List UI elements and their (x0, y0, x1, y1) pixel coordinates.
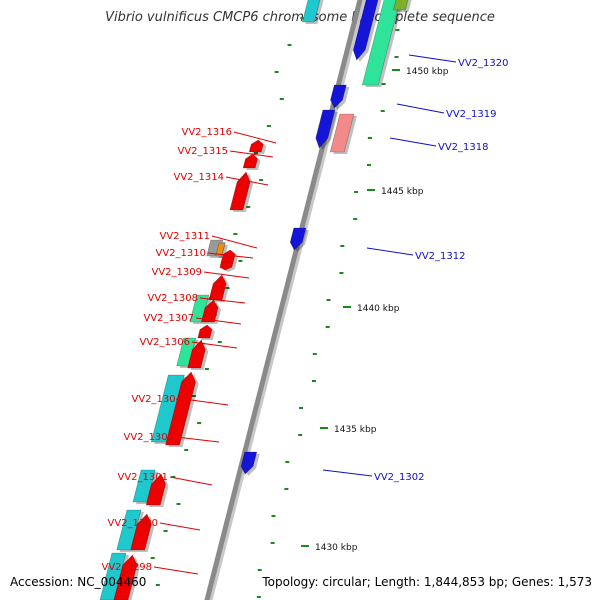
label-leader-line (366, 247, 414, 256)
gene-VV2_1306-b (187, 339, 206, 369)
label-leader-line (159, 522, 201, 531)
gene-label-VV2_1306: VV2_1306 (140, 337, 191, 348)
gene-VV2_1316 (248, 139, 264, 153)
gene-VV2_1315 (242, 153, 258, 169)
gene-VV2_1300-b (130, 513, 152, 551)
label-leader-line (191, 341, 238, 349)
gene-label-VV2_1310: VV2_1310 (156, 248, 207, 259)
gene-VV2_1309-b (208, 274, 227, 301)
gene-VV2_1320-a (352, 0, 379, 61)
label-leader-line (195, 317, 242, 325)
gene-VV2_1309 (219, 261, 234, 271)
label-leader-line (153, 566, 199, 575)
gene-label-VV2_1303: VV2_1303 (124, 432, 175, 443)
scale-label: 1445 kbp (381, 187, 424, 197)
label-leaders (153, 54, 457, 575)
gene-VV2_1301-b (145, 473, 166, 506)
gene-VV2_1314 (229, 171, 251, 211)
gene-block (302, 0, 321, 23)
scale-label: 1430 kbp (315, 543, 358, 553)
gene-label-VV2_1300: VV2_1300 (108, 518, 159, 529)
label-leader-line (175, 436, 220, 443)
gene-label-VV2_1304: VV2_1304 (132, 394, 183, 405)
gene-label-VV2_1316: VV2_1316 (182, 127, 233, 138)
label-leader-line (199, 297, 246, 304)
gene-label-VV2_1311: VV2_1311 (160, 231, 211, 242)
accession-text: Accession: NC_004460 (10, 575, 147, 589)
scale-label: 1435 kbp (334, 425, 377, 435)
gene-features (99, 0, 412, 600)
gene-VV2_1298-b (113, 554, 138, 600)
gene-label-VV2_1307: VV2_1307 (144, 313, 195, 324)
gene-VV2_1320 (361, 0, 401, 86)
gene-label-VV2_1315: VV2_1315 (178, 146, 229, 157)
gene-VV2_1318-a (315, 109, 336, 149)
label-leader-line (183, 398, 229, 406)
gene-VV2_1303 (165, 371, 196, 446)
gene-VV2_1318 (329, 113, 355, 153)
scale-label: 1440 kbp (357, 304, 400, 314)
map-title: Vibrio vulnificus CMCP6 chromosome II, c… (105, 10, 495, 25)
label-leader-line (225, 176, 269, 186)
gene-VV2_1319 (330, 84, 347, 109)
label-leader-line (408, 54, 457, 63)
gene-label-VV2_1302: VV2_1302 (374, 472, 425, 483)
label-leader-line (229, 150, 274, 158)
gene-VV2_1307 (201, 299, 219, 323)
gene-top-olive (393, 0, 409, 11)
gene-labels: VV2_1316 VV2_1315 VV2_1314 VV2_1311 VV2_1310… (102, 58, 509, 573)
gene-label-VV2_1301: VV2_1301 (118, 472, 169, 483)
label-leader-line (389, 137, 437, 147)
gene-VV2_1311-b (215, 242, 226, 257)
label-leader-line (396, 103, 445, 114)
gene-label-VV2_1312: VV2_1312 (415, 251, 466, 262)
gene-VV2_1298 (99, 552, 127, 600)
scale-label: 1450 kbp (406, 67, 449, 77)
gene-label-VV2_1318: VV2_1318 (438, 142, 489, 153)
gene-label-VV2_1320: VV2_1320 (458, 58, 509, 69)
label-leader-line (203, 271, 250, 279)
gene-label-VV2_1298: VV2_1298 (102, 562, 153, 573)
label-leader-line (233, 131, 277, 144)
gene-label-VV2_1314: VV2_1314 (174, 172, 225, 183)
label-leader-line (207, 252, 254, 259)
gene-VV2_1310 (220, 249, 236, 263)
label-leader-line (169, 476, 213, 486)
gene-VV2_1302 (240, 451, 258, 475)
gene-label-VV2_1308: VV2_1308 (148, 293, 199, 304)
gene-label-VV2_1319: VV2_1319 (446, 109, 497, 120)
gene-VV2_1312 (289, 227, 307, 251)
topology-summary: Topology: circular; Length: 1,844,853 bp… (262, 575, 592, 589)
label-leader-line (322, 469, 373, 477)
label-leader-line (211, 235, 258, 249)
gene-label-VV2_1309: VV2_1309 (152, 267, 203, 278)
gene-VV2_1307-b (197, 324, 213, 339)
